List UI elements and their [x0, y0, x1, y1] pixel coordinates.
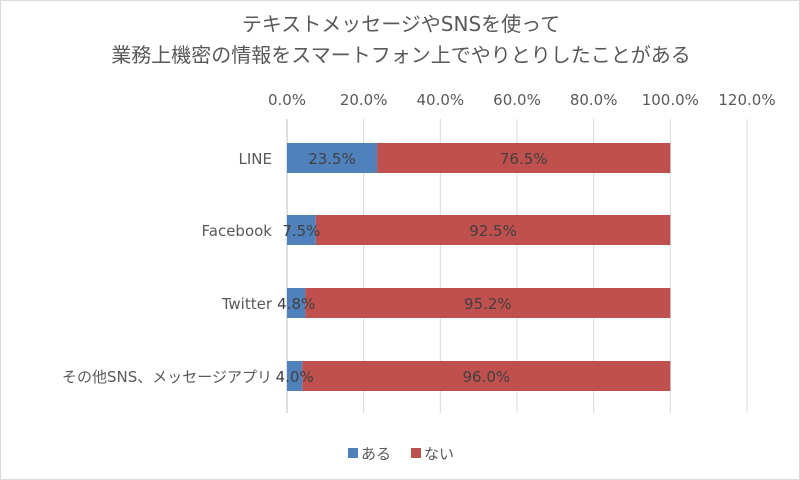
data-label: 95.2% [464, 295, 512, 313]
bar-segment [377, 143, 671, 173]
category-label: LINE [239, 150, 272, 168]
data-label: 92.5% [469, 222, 517, 240]
x-tick-label: 20.0% [340, 91, 388, 109]
x-tick-label: 0.0% [268, 91, 306, 109]
legend-swatch [411, 448, 421, 458]
bars [287, 143, 671, 391]
bar-segment [287, 361, 303, 391]
data-label: 23.5% [308, 150, 356, 168]
data-label: 7.5% [282, 222, 320, 240]
category-labels: LINE Facebook Twitter その他SNS、メッセージアプリ [62, 150, 273, 386]
chart-title-line-2: 業務上機密の情報をスマートフォン上でやりとりしたことがある [111, 43, 690, 67]
x-axis-tick-labels: 0.0% 20.0% 40.0% 60.0% 80.0% 100.0% 120.0% [268, 91, 776, 109]
chart-title: テキストメッセージやSNSを使って業務上機密の情報をスマートフォン上でやりとりし… [111, 12, 690, 67]
legend-label: ある [361, 445, 391, 463]
x-tick-label: 60.0% [493, 91, 541, 109]
x-tick-label: 120.0% [718, 91, 775, 109]
data-label: 4.8% [277, 295, 315, 313]
bar-segment [287, 143, 378, 173]
category-label: Facebook [202, 222, 273, 240]
legend: ある ない [348, 445, 454, 463]
legend-label: ない [424, 445, 454, 463]
data-labels: 23.5% 76.5% 7.5% 92.5% 4.8% 95.2% 4.0% 96.0% [276, 150, 548, 386]
bar-segment [287, 215, 316, 245]
bar-segment [287, 288, 306, 318]
category-label: Twitter [221, 295, 273, 313]
bar-segment [305, 288, 671, 318]
x-tick-label: 80.0% [570, 91, 618, 109]
category-label: その他SNS、メッセージアプリ [62, 368, 272, 386]
legend-swatch [348, 448, 358, 458]
bar-segment [302, 361, 671, 391]
x-tick-label: 100.0% [642, 91, 699, 109]
data-label: 96.0% [463, 368, 511, 386]
bar-segment [315, 215, 671, 245]
data-label: 4.0% [276, 368, 314, 386]
data-label: 76.5% [500, 150, 548, 168]
x-tick-label: 40.0% [417, 91, 465, 109]
chart-title-line-1: テキストメッセージやSNSを使って [242, 12, 560, 36]
